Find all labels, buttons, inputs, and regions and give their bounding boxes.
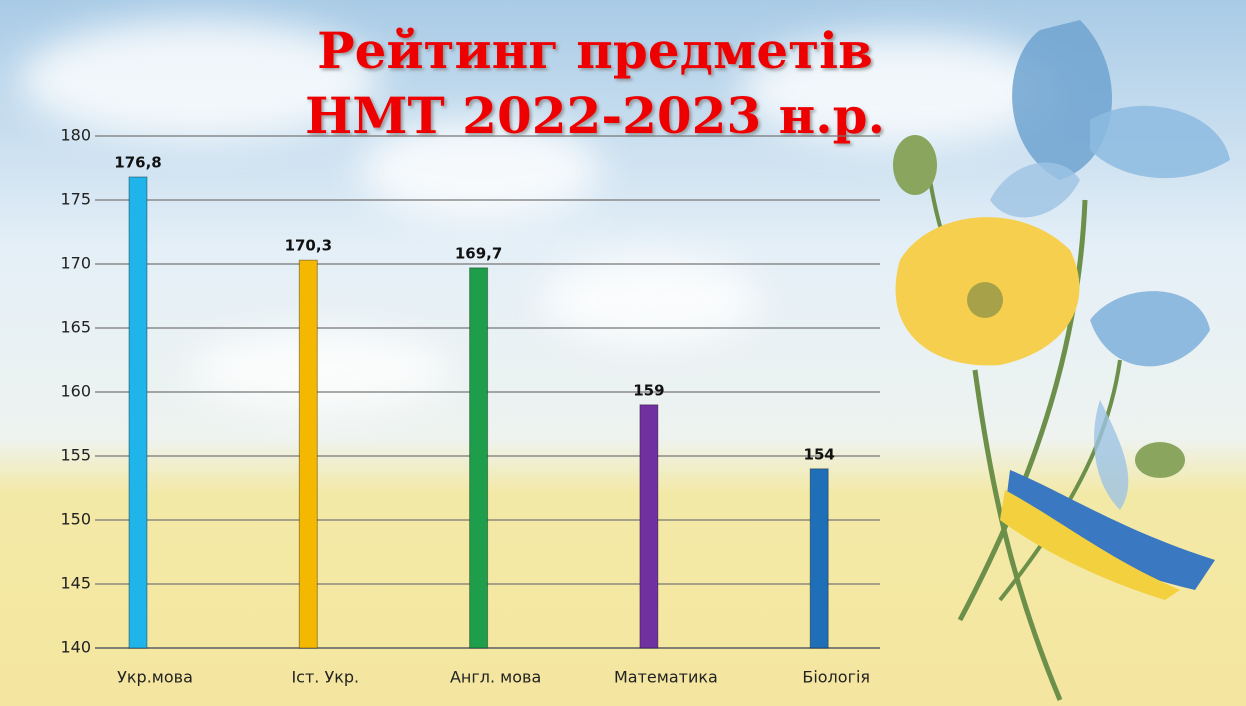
value-label: 169,7 (455, 244, 502, 262)
chart: Рейтинг предметів НМТ 2022-2023 н.р. 140… (0, 0, 1246, 706)
bar (299, 260, 317, 648)
chart-title: Рейтинг предметів (317, 21, 873, 80)
y-tick-label: 160 (60, 382, 91, 401)
y-tick-label: 165 (60, 318, 91, 337)
value-label: 159 (633, 381, 664, 399)
y-tick-label: 180 (60, 126, 91, 145)
bar (470, 268, 488, 648)
x-tick-label: Іст. Укр. (291, 668, 359, 687)
value-label: 154 (804, 445, 835, 463)
y-tick-label: 140 (60, 638, 91, 657)
value-label: 170,3 (285, 237, 332, 255)
bar (640, 405, 658, 648)
value-label: 176,8 (114, 153, 161, 171)
x-tick-label: Укр.мова (117, 668, 193, 687)
bar (810, 469, 828, 648)
y-tick-label: 155 (60, 446, 91, 465)
x-tick-label: Математика (614, 668, 718, 687)
y-tick-label: 150 (60, 510, 91, 529)
bar (129, 177, 147, 648)
y-tick-label: 170 (60, 254, 91, 273)
x-tick-label: Англ. мова (450, 668, 541, 687)
x-tick-label: Біологія (802, 668, 870, 687)
y-tick-label: 175 (60, 190, 91, 209)
y-tick-label: 145 (60, 574, 91, 593)
